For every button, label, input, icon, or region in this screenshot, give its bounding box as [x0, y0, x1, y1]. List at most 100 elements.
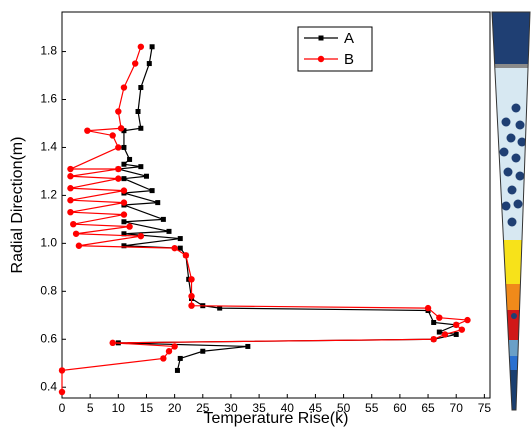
y-tick-label: 0.6: [40, 331, 57, 345]
data-point: [121, 243, 127, 249]
data-point: [121, 161, 127, 167]
legend-label: B: [344, 51, 354, 68]
data-point: [165, 348, 173, 355]
data-point: [132, 60, 139, 67]
data-point: [126, 223, 133, 230]
data-point: [115, 108, 122, 115]
data-point: [72, 230, 80, 237]
data-point: [430, 336, 437, 343]
data-point: [121, 144, 127, 150]
data-point: [171, 343, 178, 350]
data-point: [137, 43, 145, 50]
data-point: [188, 292, 195, 300]
data-point: [120, 187, 128, 194]
data-point: [138, 85, 144, 91]
data-point: [127, 156, 133, 162]
x-tick-label: 35: [252, 401, 266, 415]
data-point: [121, 231, 127, 237]
data-point: [75, 242, 83, 249]
x-tick-label: 20: [168, 401, 182, 415]
data-point: [70, 220, 77, 228]
legend-label: A: [344, 30, 354, 47]
legend-box: [297, 26, 373, 72]
data-point: [458, 326, 466, 333]
data-point: [217, 305, 223, 311]
data-point: [155, 200, 161, 206]
plot-frame: [61, 11, 491, 399]
x-tick-label: 15: [140, 401, 154, 415]
data-point: [67, 165, 74, 173]
data-point: [166, 228, 172, 234]
data-point: [135, 108, 141, 114]
x-tick-label: 55: [365, 401, 379, 415]
y-tick-label: 1.0: [40, 236, 57, 250]
data-point: [177, 245, 183, 251]
data-point: [58, 367, 66, 374]
data-point: [424, 304, 432, 312]
data-point: [171, 244, 178, 252]
data-point: [58, 388, 66, 396]
legend-marker: [318, 35, 324, 41]
data-point: [109, 339, 116, 347]
x-tick-label: 5: [87, 401, 94, 415]
data-point: [67, 185, 74, 192]
data-point: [146, 61, 152, 67]
data-point: [182, 252, 190, 259]
data-point: [149, 188, 155, 194]
cone-diagram: [491, 11, 531, 411]
data-point: [436, 314, 443, 321]
data-point: [441, 331, 449, 338]
data-point: [121, 176, 127, 182]
y-tick-label: 1.2: [40, 188, 57, 202]
x-axis-title: Temperature Rise(k): [204, 410, 349, 427]
data-point: [464, 316, 471, 324]
x-tick-label: 25: [196, 401, 210, 415]
data-point: [177, 236, 183, 242]
y-tick-label: 1.6: [40, 92, 57, 106]
x-tick-label: 70: [450, 401, 464, 415]
data-point: [84, 127, 91, 134]
data-point: [200, 348, 206, 354]
data-point: [188, 276, 195, 283]
data-point: [177, 355, 183, 361]
y-tick-label: 0.8: [40, 283, 57, 297]
y-tick-label: 1.8: [40, 44, 57, 58]
y-tick-label: 1.4: [40, 140, 57, 154]
data-point: [143, 173, 149, 179]
data-point: [174, 367, 180, 373]
data-point: [67, 208, 74, 216]
y-tick-label: 0.4: [40, 379, 57, 393]
x-tick-label: 45: [309, 401, 323, 415]
x-tick-label: 10: [112, 401, 126, 415]
data-point: [115, 144, 122, 151]
data-point: [117, 125, 125, 132]
data-point: [115, 175, 122, 182]
legend-marker: [317, 55, 325, 63]
data-point: [138, 164, 144, 170]
data-point: [67, 197, 74, 204]
data-point: [121, 128, 127, 134]
data-point: [453, 331, 459, 337]
data-point: [160, 216, 166, 222]
data-point: [245, 343, 251, 349]
data-point: [109, 132, 116, 139]
series-line: [118, 46, 459, 371]
data-point: [138, 125, 144, 131]
x-tick-label: 30: [224, 401, 238, 415]
data-point: [436, 329, 442, 335]
data-point: [67, 173, 74, 180]
data-point: [120, 199, 128, 206]
x-tick-label: 50: [337, 401, 351, 415]
data-point: [120, 84, 128, 91]
data-point: [188, 302, 195, 309]
x-tick-label: 0: [59, 401, 66, 415]
data-point: [160, 355, 167, 362]
data-point: [115, 165, 122, 173]
x-tick-label: 60: [393, 401, 407, 415]
data-point: [137, 232, 145, 240]
data-point: [120, 211, 128, 218]
x-tick-label: 75: [478, 401, 492, 415]
data-point: [431, 319, 437, 325]
x-tick-label: 65: [421, 401, 435, 415]
